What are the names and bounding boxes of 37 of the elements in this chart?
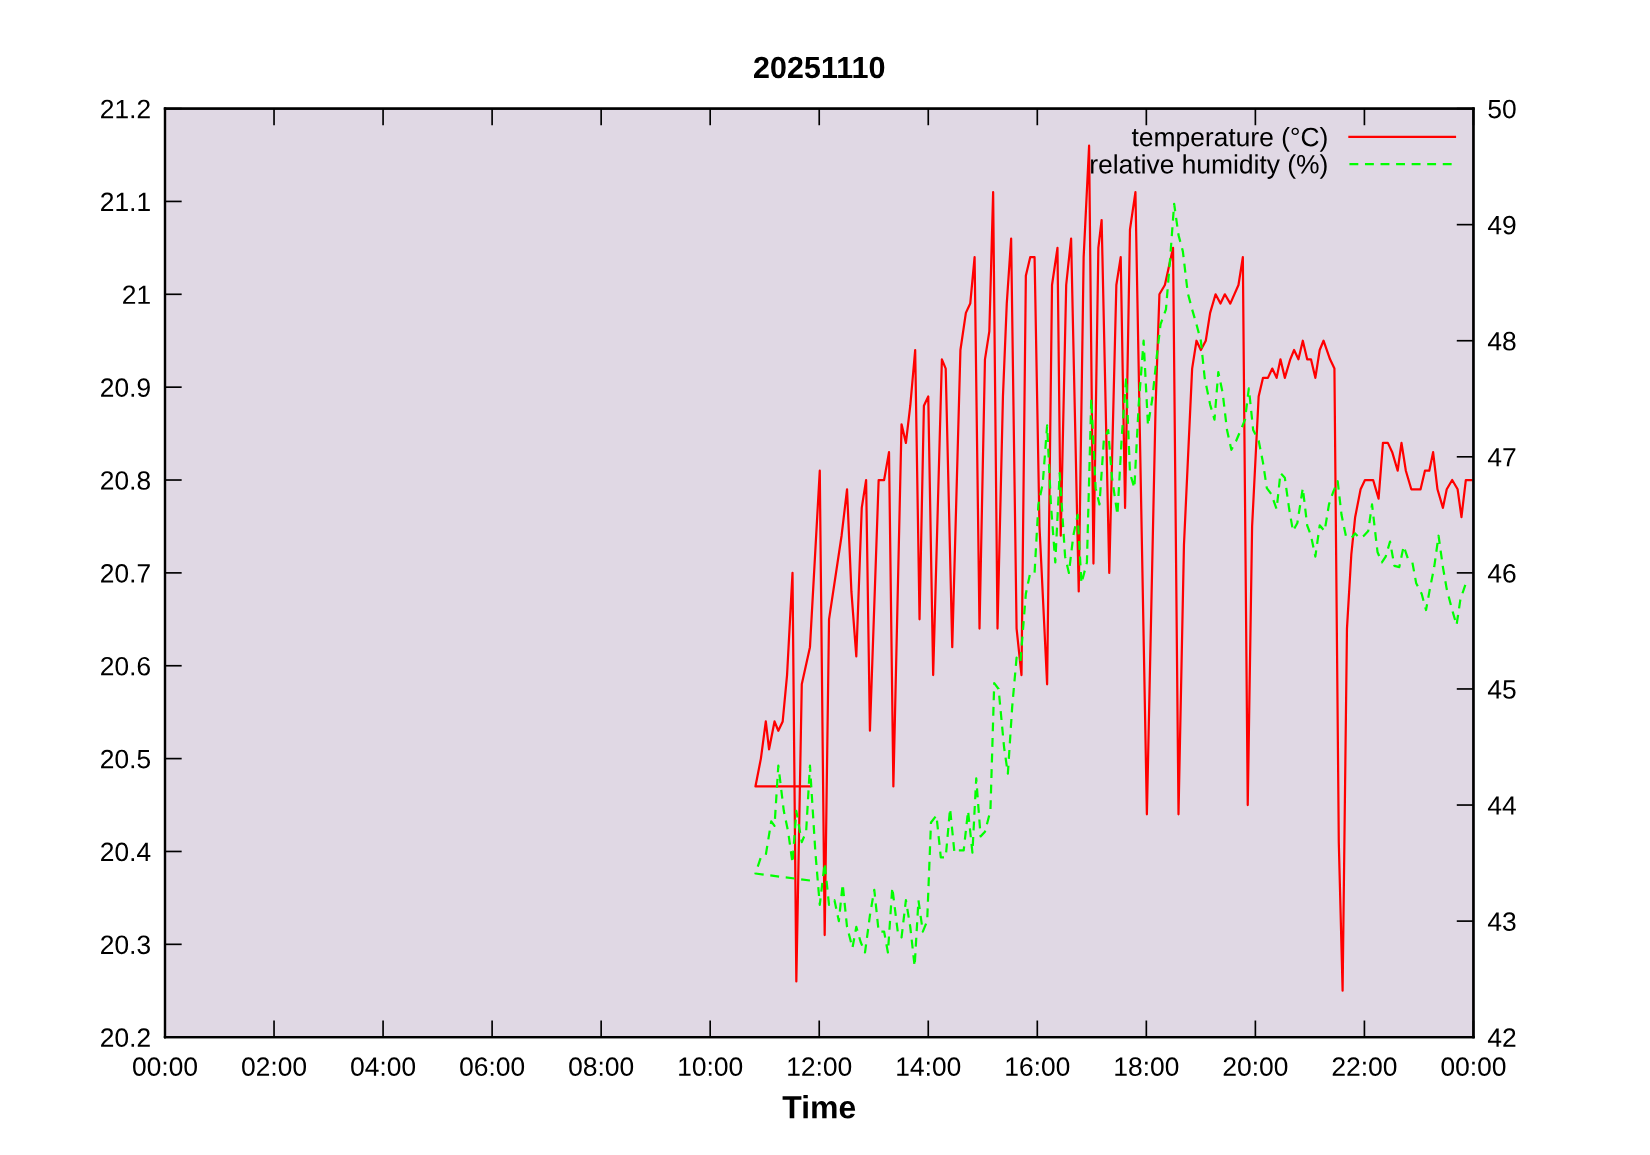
y2-tick-label: 46 [1487, 564, 1516, 583]
chart-title: 20251110 [754, 56, 885, 79]
x-tick-label: 10:00 [679, 1057, 743, 1077]
y2-tick-label: 49 [1487, 215, 1516, 235]
x-tick-label: 00:00 [1441, 1057, 1506, 1077]
y-tick-label: 20.9 [101, 378, 150, 397]
y2-tick-label: 47 [1487, 448, 1516, 467]
x-tick-label: 16:00 [1006, 1057, 1070, 1077]
y2-tick-label: 42 [1487, 1028, 1516, 1047]
x-tick-label: 14:00 [897, 1057, 961, 1077]
y-tick-label: 20.5 [101, 749, 151, 769]
y-tick-label: 21 [123, 285, 150, 304]
y2-tick-label: 48 [1487, 331, 1516, 351]
x-tick-label: 20:00 [1223, 1057, 1288, 1077]
x-tick-label: 12:00 [788, 1057, 852, 1077]
legend-label: temperature (°C) [1131, 127, 1327, 152]
y-tick-label: 21.2 [101, 99, 150, 119]
x-tick-label: 02:00 [242, 1057, 307, 1077]
x-tick-label: 00:00 [133, 1057, 197, 1077]
x-axis-title: Time [782, 1095, 856, 1119]
y2-tick-label: 45 [1487, 680, 1516, 699]
y-tick-label: 21.1 [101, 192, 150, 211]
x-tick-label: 06:00 [460, 1057, 525, 1077]
legend-label: relative humidity (%) [1091, 154, 1327, 179]
x-tick-label: 18:00 [1115, 1057, 1179, 1077]
y2-tick-label: 50 [1488, 99, 1516, 119]
x-tick-label: 04:00 [351, 1057, 416, 1077]
y2-tick-label: 44 [1487, 796, 1516, 815]
y-tick-label: 20.3 [101, 935, 150, 955]
y-tick-label: 20.8 [101, 471, 150, 490]
x-tick-label: 22:00 [1332, 1057, 1397, 1077]
y-tick-label: 20.6 [101, 656, 150, 676]
y2-tick-label: 43 [1487, 912, 1516, 931]
y-tick-label: 20.4 [101, 842, 151, 862]
x-tick-label: 08:00 [569, 1057, 634, 1077]
y-tick-label: 20.7 [101, 564, 150, 583]
y-tick-label: 20.2 [101, 1028, 150, 1048]
